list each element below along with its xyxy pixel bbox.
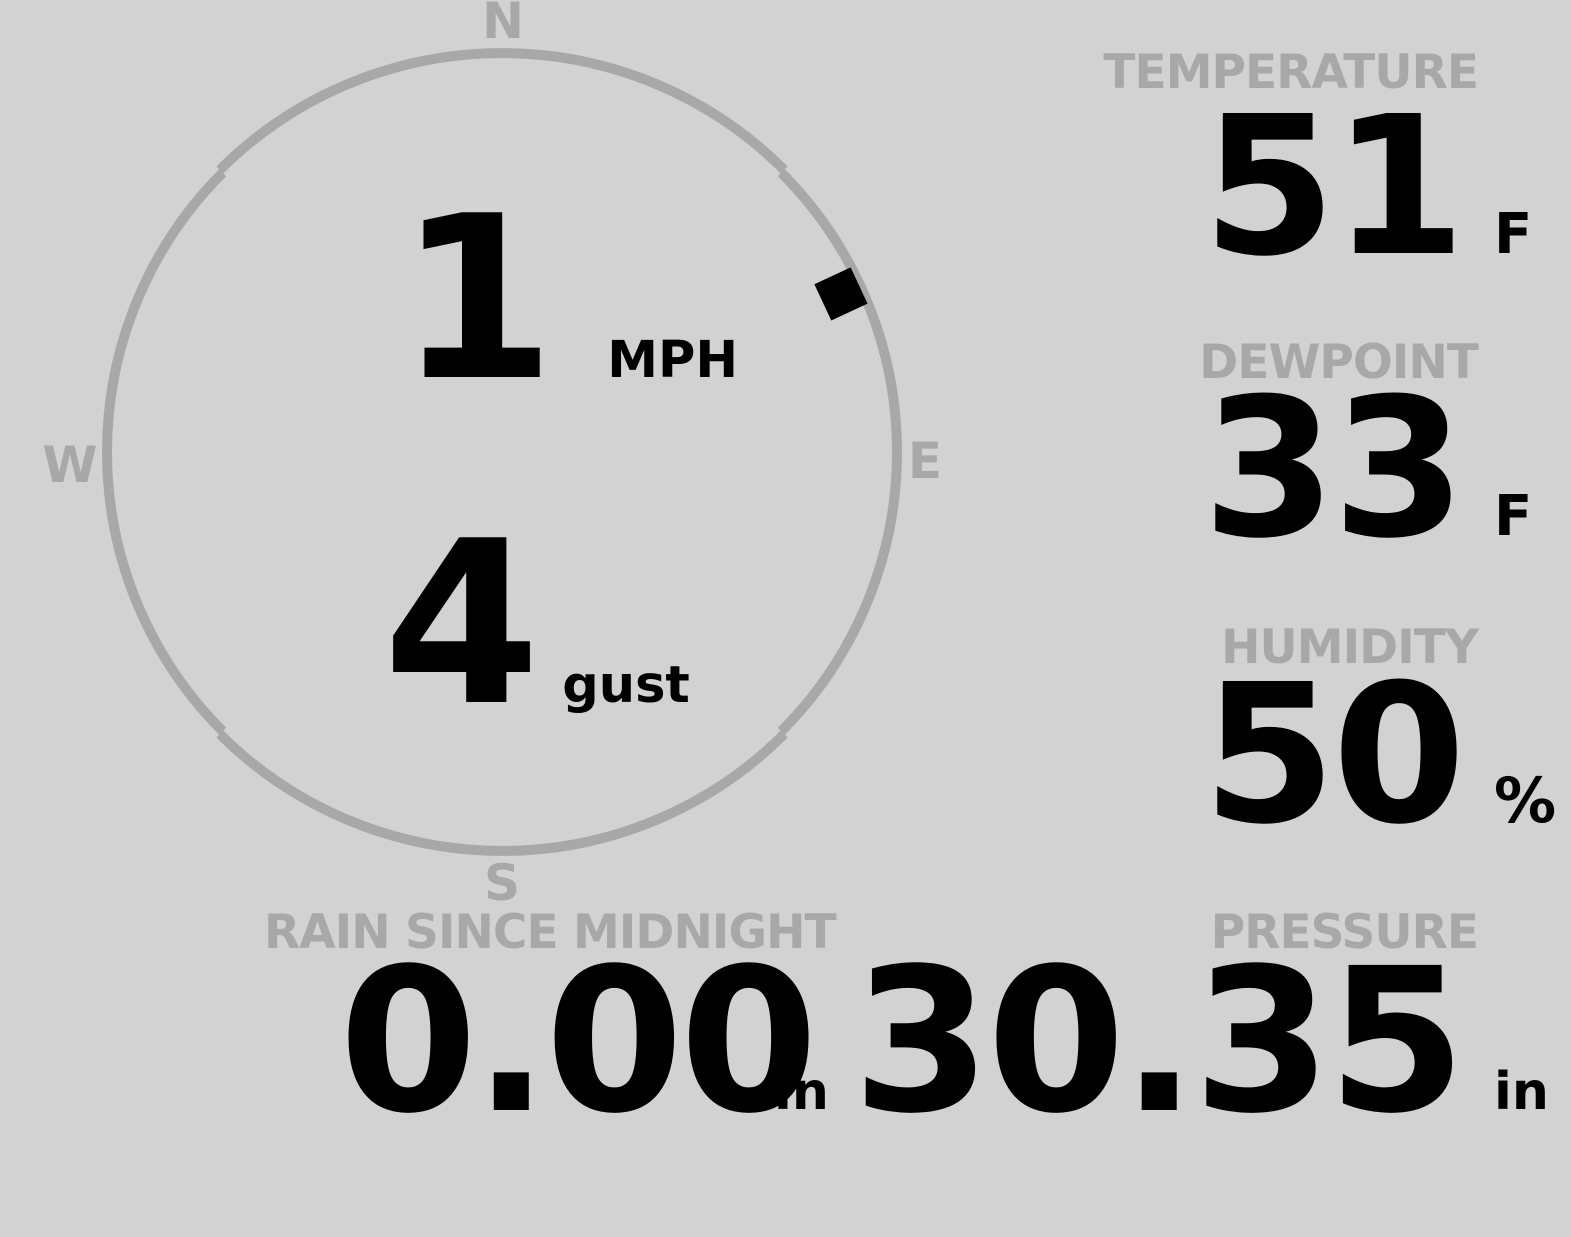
dewpoint-unit: F — [1494, 484, 1533, 549]
compass-label-east: E — [907, 432, 943, 490]
wind-speed-value: 1 — [398, 168, 556, 431]
wind-gust-unit: gust — [562, 656, 690, 715]
temperature-unit: F — [1494, 202, 1533, 267]
wind-speed-row: 1 MPH — [398, 187, 738, 413]
compass-label-north: N — [482, 0, 524, 50]
temperature-label: TEMPERATURE — [1103, 45, 1479, 100]
wind-direction-marker-icon — [814, 267, 868, 321]
compass-ring — [102, 48, 902, 856]
compass-label-west: W — [42, 436, 98, 494]
humidity-label: HUMIDITY — [1221, 620, 1479, 675]
temperature-value: 51 — [1202, 76, 1465, 299]
pressure-label: PRESSURE — [1210, 905, 1479, 960]
pressure-value: 30.35 — [852, 925, 1466, 1157]
compass-label-south: S — [483, 854, 521, 912]
dewpoint-value: 33 — [1202, 358, 1465, 581]
compass-ring-arc-south — [216, 730, 788, 856]
dewpoint-label: DEWPOINT — [1199, 335, 1479, 390]
rain-value: 0.00 — [339, 925, 818, 1157]
rain-unit: in — [774, 1062, 829, 1122]
compass-ring-arc-west — [102, 169, 227, 735]
compass-ring-arc-north — [216, 48, 788, 174]
wind-speed-unit: MPH — [607, 331, 739, 390]
compass-ring-arc-east — [777, 169, 902, 735]
wind-gust-value: 4 — [383, 493, 541, 756]
rain-label: RAIN SINCE MIDNIGHT — [264, 905, 837, 960]
wind-direction-marker-group — [814, 267, 868, 321]
humidity-unit: % — [1494, 764, 1557, 837]
pressure-unit: in — [1494, 1062, 1549, 1122]
humidity-value: 50 — [1202, 644, 1465, 867]
wind-gust-row: 4 gust — [383, 512, 690, 738]
